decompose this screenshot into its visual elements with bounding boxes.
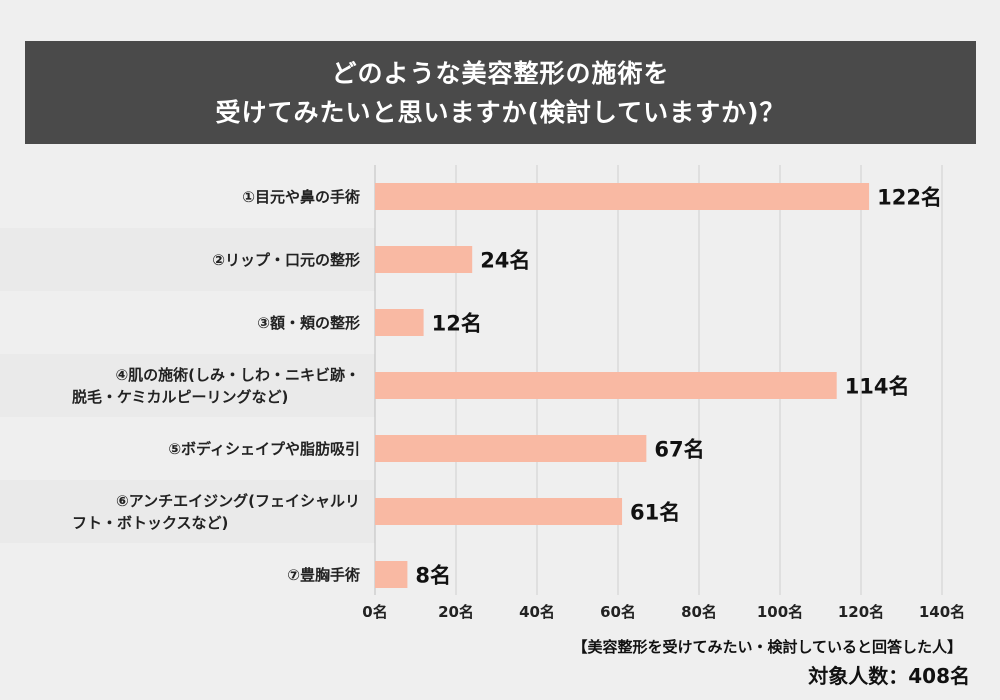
x-tick-label: 60名 [600, 603, 636, 621]
x-tick-label: 120名 [838, 603, 884, 621]
bar [375, 561, 408, 588]
category-label-line: 脱毛・ケミカルピーリングなど) [72, 387, 289, 406]
x-tick-label: 100名 [757, 603, 803, 621]
chart-title-line-1: どのような美容整形の施術を [331, 58, 670, 88]
x-tick-label: 0名 [362, 603, 387, 621]
category-band [0, 354, 375, 417]
bar-value-label: 24名 [480, 249, 530, 273]
category-label-line: フト・ボトックスなど) [72, 513, 229, 532]
bar-value-label: 61名 [630, 501, 680, 525]
bar [375, 498, 623, 525]
bar [375, 246, 473, 273]
bar [375, 435, 647, 462]
category-label: ⑦豊胸手術 [20, 564, 360, 586]
bar-value-label: 122名 [877, 186, 942, 210]
x-tick-label: 20名 [438, 603, 474, 621]
bar [375, 309, 424, 336]
bar [375, 183, 870, 210]
respondent-total: 対象人数：408名 [808, 664, 970, 688]
x-tick-label: 40名 [519, 603, 555, 621]
category-label-line: ⑥アンチエイジング(フェイシャルリ [116, 491, 360, 510]
chart-title-line-2: 受けてみたいと思いますか(検討していますか)？ [215, 97, 786, 127]
x-tick-label: 140名 [919, 603, 965, 621]
bar-value-label: 8名 [415, 564, 451, 588]
category-label: ⑥アンチエイジング(フェイシャルリフト・ボトックスなど) [20, 490, 360, 534]
category-band [0, 480, 375, 543]
respondent-note: 【美容整形を受けてみたい・検討していると回答した人】 [572, 638, 962, 656]
category-label: ②リップ・口元の整形 [20, 249, 360, 271]
category-label-line: ①目元や鼻の手術 [242, 187, 360, 206]
category-label: ③額・頬の整形 [20, 312, 360, 334]
category-label-line: ③額・頬の整形 [257, 313, 360, 332]
category-label-line: ⑦豊胸手術 [287, 565, 360, 584]
category-label: ⑤ボディシェイプや脂肪吸引 [20, 438, 360, 460]
category-label-line: ④肌の施術(しみ・しわ・ニキビ跡・ [115, 365, 360, 384]
category-label: ④肌の施術(しみ・しわ・ニキビ跡・脱毛・ケミカルピーリングなど) [20, 364, 360, 408]
chart-title-bar: どのような美容整形の施術を 受けてみたいと思いますか(検討していますか)？ [25, 41, 976, 144]
x-tick-label: 80名 [681, 603, 717, 621]
bar-value-label: 114名 [845, 375, 910, 399]
bar [375, 372, 837, 399]
category-label-line: ⑤ボディシェイプや脂肪吸引 [168, 439, 360, 458]
bar-value-label: 12名 [432, 312, 482, 336]
category-band [0, 228, 375, 291]
category-label: ①目元や鼻の手術 [20, 186, 360, 208]
category-label-line: ②リップ・口元の整形 [212, 250, 360, 269]
bar-value-label: 67名 [654, 438, 704, 462]
